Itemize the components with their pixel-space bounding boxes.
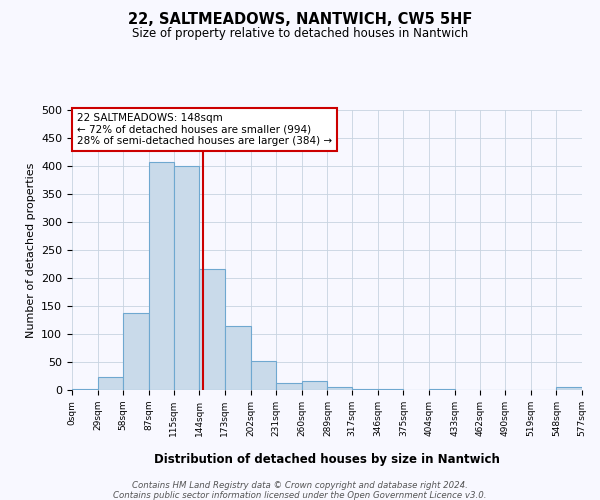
Bar [251, 361, 276, 390]
Bar [429, 389, 455, 390]
Text: Contains public sector information licensed under the Open Government Licence v3: Contains public sector information licen… [113, 491, 487, 500]
Bar [98, 377, 123, 390]
Y-axis label: Number of detached properties: Number of detached properties [26, 162, 35, 338]
Bar [276, 384, 302, 390]
Text: Distribution of detached houses by size in Nantwich: Distribution of detached houses by size … [154, 452, 500, 466]
Bar [225, 326, 251, 390]
Bar [149, 162, 173, 390]
Text: 22, SALTMEADOWS, NANTWICH, CW5 5HF: 22, SALTMEADOWS, NANTWICH, CW5 5HF [128, 12, 472, 28]
Bar [352, 389, 378, 390]
Bar [199, 269, 225, 390]
Bar [72, 389, 98, 390]
Text: 22 SALTMEADOWS: 148sqm
← 72% of detached houses are smaller (994)
28% of semi-de: 22 SALTMEADOWS: 148sqm ← 72% of detached… [77, 113, 332, 146]
Text: Contains HM Land Registry data © Crown copyright and database right 2024.: Contains HM Land Registry data © Crown c… [132, 481, 468, 490]
Text: Size of property relative to detached houses in Nantwich: Size of property relative to detached ho… [132, 28, 468, 40]
Bar [556, 387, 582, 390]
Bar [123, 314, 149, 390]
Bar [302, 381, 328, 390]
Bar [173, 166, 199, 390]
Bar [328, 386, 352, 390]
